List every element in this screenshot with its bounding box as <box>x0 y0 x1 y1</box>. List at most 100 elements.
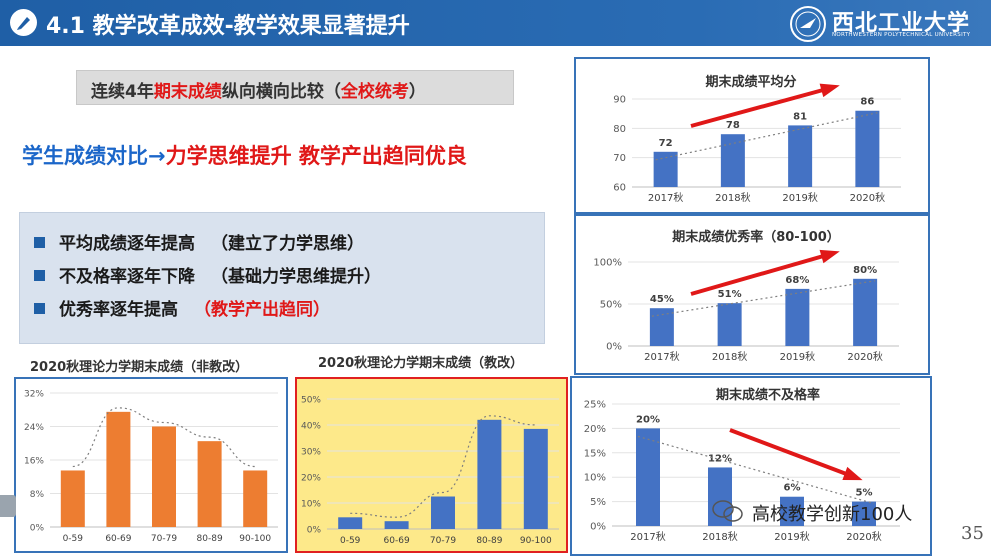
x-tick-label: 2020秋 <box>846 530 881 543</box>
x-tick-label: 0-59 <box>63 534 84 544</box>
y-tick-label: 30% <box>301 448 321 458</box>
y-tick-label: 100% <box>593 258 622 269</box>
x-tick-label: 70-79 <box>151 534 177 544</box>
bar <box>785 288 810 346</box>
data-label: 86 <box>860 97 874 108</box>
chart-title: 期末成绩优秀率（80-100） <box>672 229 840 245</box>
data-label: 80% <box>853 265 877 276</box>
x-tick-label: 2020秋 <box>850 191 885 204</box>
chart-title: 期末成绩不及格率 <box>716 387 820 403</box>
headline-part: 学生成绩对比→ <box>22 144 166 168</box>
y-tick-label: 20% <box>301 474 321 484</box>
x-tick-label: 2019秋 <box>774 530 809 543</box>
data-label: 45% <box>650 294 674 305</box>
chart-excellent: 期末成绩优秀率（80-100） 0% 50% 100% 2017秋 45% 2018秋 51%… <box>574 214 930 375</box>
y-tick-label: 15% <box>584 448 606 459</box>
logo-text: 西北工业大学 <box>832 10 971 36</box>
bar <box>852 501 876 526</box>
logo-subtext: NORTHWESTERN POLYTECHNICAL UNIVERSITY <box>832 32 971 38</box>
x-tick-label: 60-69 <box>105 534 131 544</box>
y-tick-label: 5% <box>590 497 606 508</box>
y-tick-label: 32% <box>24 390 44 400</box>
bar <box>780 496 804 526</box>
x-tick-label: 80-89 <box>476 536 502 546</box>
x-tick-label: 2018秋 <box>702 530 737 543</box>
subtitle-part: 纵向横向比较（ <box>221 82 341 102</box>
bullet-note: （教学产出趋同） <box>194 300 330 320</box>
subtitle-box: 连续4年期末成绩纵向横向比较（全校统考） <box>76 70 514 105</box>
trend-arrow <box>690 85 835 128</box>
y-tick-label: 20% <box>584 424 606 435</box>
headline-highlight: 力学思维提升 教学产出趋同优良 <box>165 144 467 168</box>
bar <box>720 134 745 187</box>
bar <box>384 521 409 529</box>
bullet-item: 优秀率逐年提高 （教学产出趋同） <box>34 295 330 320</box>
pencil-icon <box>10 9 37 36</box>
bar <box>243 470 268 527</box>
y-tick-label: 10% <box>301 500 321 510</box>
subtitle-highlight: 全校统考 <box>340 82 409 102</box>
y-tick-label: 0% <box>307 526 322 536</box>
y-tick-label: 70 <box>613 153 626 164</box>
y-tick-label: 8% <box>30 490 45 500</box>
bullet-square-icon <box>34 303 45 314</box>
wechat-icon <box>711 498 745 524</box>
bullet-text: 平均成绩逐年提高 <box>59 234 195 254</box>
data-label: 68% <box>785 275 809 286</box>
x-tick-label: 90-100 <box>239 534 271 544</box>
x-tick-label: 90-100 <box>520 536 552 546</box>
bullet-item: 平均成绩逐年提高 （建立了力学思维） <box>34 229 364 254</box>
y-tick-label: 0% <box>606 342 622 353</box>
trend-arrowhead <box>842 466 863 481</box>
page-number: 35 <box>961 523 984 544</box>
chart-title-dist-old: 2020秋理论力学期末成绩（非教改） <box>30 360 249 375</box>
side-panel-toggle[interactable] <box>0 495 16 517</box>
trend-line <box>637 435 875 505</box>
page-title: 4.1 教学改革成效-教学效果显著提升 <box>46 14 410 39</box>
x-tick-label: 80-89 <box>197 534 223 544</box>
y-tick-label: 90 <box>613 95 626 106</box>
trend-arrow <box>690 251 835 296</box>
subtitle-part: ） <box>408 82 426 102</box>
bar <box>788 125 813 187</box>
bullet-note: （建立了力学思维） <box>211 234 364 254</box>
y-tick-label: 16% <box>24 457 44 467</box>
subtitle-part: 连续4年 <box>91 82 154 102</box>
data-label: 6% <box>784 483 801 494</box>
bar <box>338 517 363 529</box>
y-tick-label: 60 <box>613 183 626 194</box>
chart-title-dist-new: 2020秋理论力学期末成绩（教改） <box>318 356 524 371</box>
chart-dist-new: 0% 10% 20% 30% 40% 50% 0-59 60-69 70-79 80-89 90-1… <box>295 377 568 553</box>
bullet-square-icon <box>34 237 45 248</box>
data-label: 81 <box>793 111 807 122</box>
trend-line <box>72 407 256 468</box>
y-tick-label: 10% <box>584 473 606 484</box>
x-tick-label: 2019秋 <box>780 350 815 363</box>
x-tick-label: 60-69 <box>384 536 410 546</box>
bullet-item: 不及格率逐年下降 （基础力学思维提升） <box>34 262 381 287</box>
trend-line <box>651 280 876 317</box>
bar <box>649 308 674 346</box>
x-tick-label: 70-79 <box>430 536 456 546</box>
y-tick-label: 24% <box>24 423 44 433</box>
x-tick-label: 2018秋 <box>715 191 750 204</box>
bar <box>431 496 455 529</box>
x-tick-label: 2017秋 <box>630 530 665 543</box>
x-tick-label: 2019秋 <box>782 191 817 204</box>
trend-line <box>655 112 878 161</box>
title-bar: 4.1 教学改革成效-教学效果显著提升 西北工业大学 NORTHWESTERN … <box>0 0 991 46</box>
y-tick-label: 0% <box>30 524 45 534</box>
x-tick-label: 2020秋 <box>847 350 882 363</box>
chart-title: 期末成绩平均分 <box>705 74 796 90</box>
y-tick-label: 40% <box>301 422 321 432</box>
data-label: 51% <box>718 289 742 300</box>
y-tick-label: 25% <box>584 400 606 411</box>
data-label: 5% <box>856 488 873 499</box>
bullet-square-icon <box>34 270 45 281</box>
y-tick-label: 50% <box>600 300 622 311</box>
summary-box: 平均成绩逐年提高 （建立了力学思维） 不及格率逐年下降 （基础力学思维提升） 优秀率… <box>19 212 545 344</box>
chart-avg: 期末成绩平均分 60 70 80 90 2017秋 72 2018秋 78 2019秋 81 2020… <box>574 57 930 214</box>
bar <box>197 441 222 527</box>
y-tick-label: 80 <box>613 124 626 135</box>
bullet-text: 优秀率逐年提高 <box>59 300 178 320</box>
